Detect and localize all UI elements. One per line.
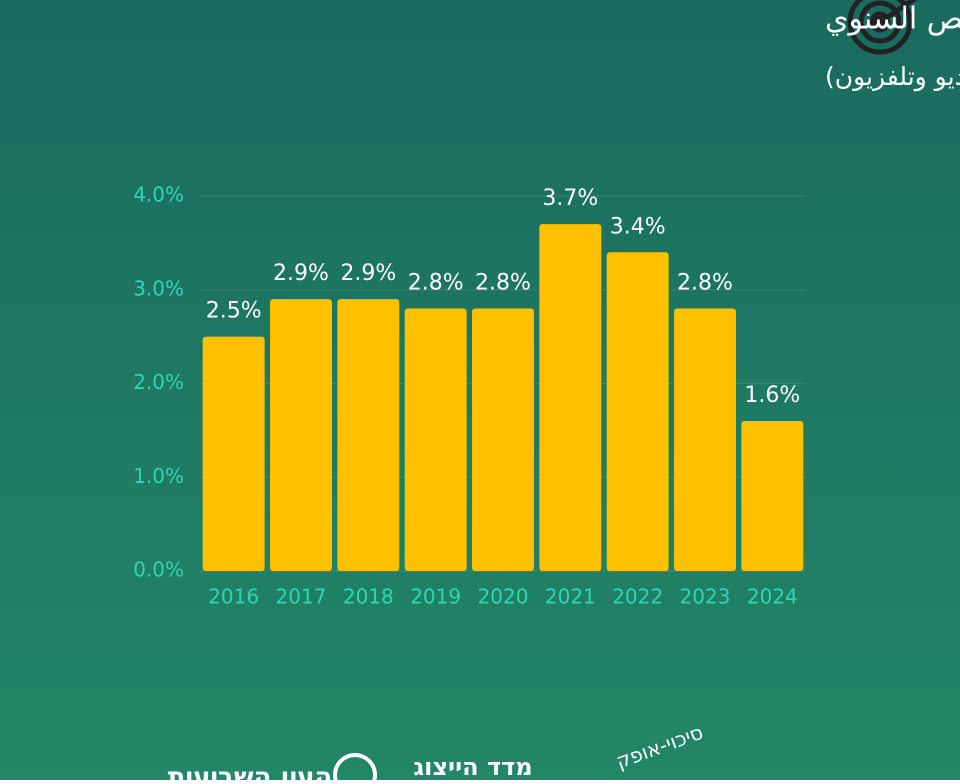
y-tick-label: 2.0% — [133, 370, 184, 394]
x-tick-label: 2019 — [410, 585, 461, 609]
bar — [539, 224, 602, 571]
logo-text: מדד הייצוג — [413, 753, 532, 780]
bar — [472, 308, 534, 571]
logo-mark — [333, 753, 377, 784]
bar — [606, 252, 669, 571]
x-tick-label: 2022 — [612, 585, 663, 609]
x-tick-label: 2023 — [680, 585, 731, 609]
y-tick-label: 4.0% — [133, 183, 184, 207]
bar — [270, 299, 332, 571]
value-label: 2.8% — [408, 271, 464, 296]
value-label: 2.8% — [475, 271, 531, 296]
value-label: 1.6% — [744, 383, 800, 408]
bar — [337, 299, 400, 571]
y-tick-label: 0.0% — [133, 558, 184, 582]
target-icon — [847, 0, 918, 55]
chart-title: مؤشر التمثيل- الفحص السنوي — [825, 2, 960, 37]
x-tick-label: 2024 — [747, 585, 798, 609]
value-label: 3.4% — [610, 214, 666, 239]
bar — [674, 308, 736, 571]
y-tick-label: 3.0% — [133, 276, 184, 300]
x-tick-label: 2016 — [208, 585, 259, 609]
value-label: 2.9% — [340, 261, 396, 286]
x-tick-label: 2018 — [343, 585, 394, 609]
chart-subtitle: نسبة تمثيل العرب في الإعلام العبري( رادي… — [825, 62, 960, 92]
bar — [404, 308, 467, 571]
x-tick-label: 2017 — [276, 585, 327, 609]
x-tick-label: 2020 — [478, 585, 529, 609]
x-tick-label: 2021 — [545, 585, 596, 609]
value-label: 2.9% — [273, 261, 329, 286]
bar — [741, 421, 804, 571]
bar — [202, 336, 265, 571]
y-tick-label: 1.0% — [133, 464, 184, 488]
logo-text: העין השביעית — [168, 763, 333, 781]
value-label: 2.5% — [206, 299, 262, 324]
value-label: 3.7% — [542, 186, 598, 211]
value-label: 2.8% — [677, 271, 733, 296]
